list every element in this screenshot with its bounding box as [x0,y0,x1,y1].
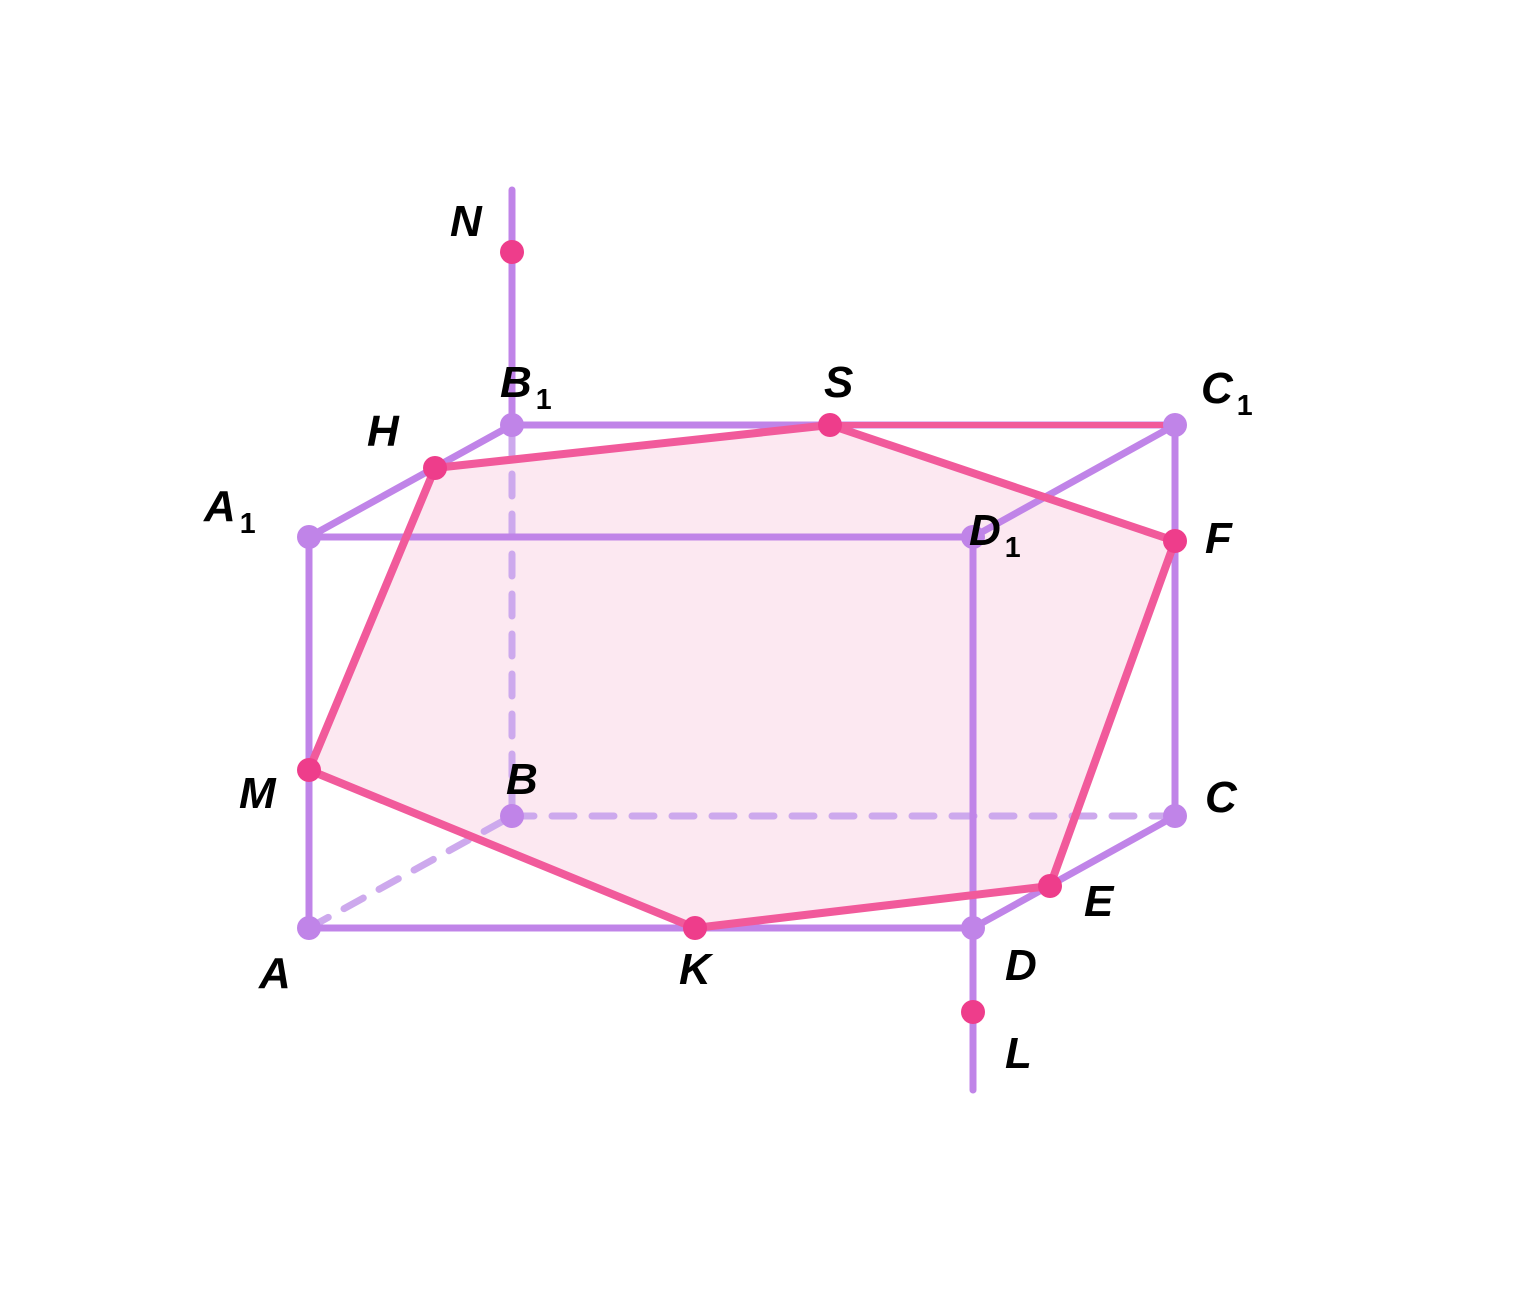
point-B1 [500,413,524,437]
label-S: S [824,358,853,407]
label-B: B [506,755,538,804]
label-F: F [1205,514,1233,563]
label-K: K [679,945,714,994]
point-A [297,916,321,940]
point-C1 [1163,413,1187,437]
label-B1: B1 [500,358,552,416]
point-M [297,758,321,782]
point-K [683,916,707,940]
point-H [423,456,447,480]
label-C: C [1205,773,1238,822]
point-F [1163,529,1187,553]
label-H: H [367,407,400,456]
geometry-diagram: ABCDA1B1C1D1MHSFEKNL [0,0,1536,1314]
point-S [818,413,842,437]
label-M: M [239,769,277,818]
label-D: D [1005,941,1037,990]
cube-edge-dashed [309,816,512,928]
point-N [500,240,524,264]
point-L [961,1000,985,1024]
label-C1: C1 [1201,364,1253,422]
point-D [961,916,985,940]
label-E: E [1084,877,1115,926]
point-C [1163,804,1187,828]
label-A1: A1 [203,482,256,540]
label-L: L [1005,1029,1032,1078]
label-A: A [258,949,291,998]
point-E [1038,874,1062,898]
point-B [500,804,524,828]
point-A1 [297,525,321,549]
label-N: N [450,197,483,246]
